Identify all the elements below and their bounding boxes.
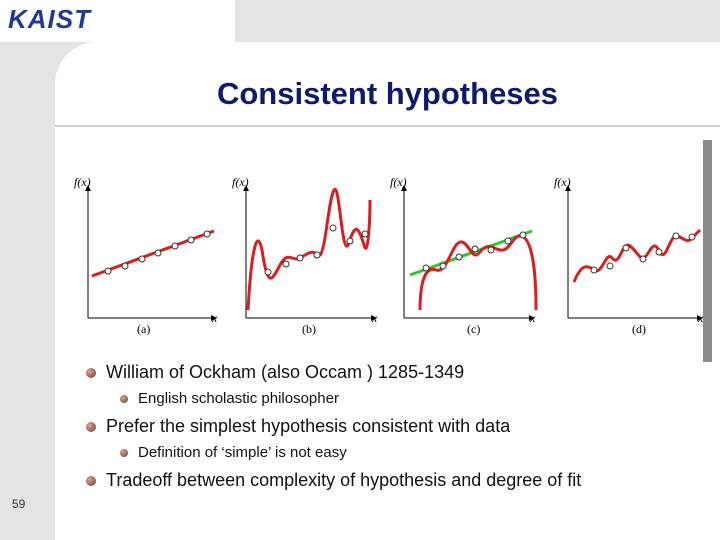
- bullet-marker: [86, 422, 96, 432]
- panel-a: [85, 185, 217, 321]
- slide-title: Consistent hypotheses: [216, 76, 559, 111]
- bullet-marker: [120, 395, 128, 403]
- panel-caption: (b): [302, 322, 316, 336]
- panel-c: [401, 185, 538, 321]
- bullet-text: Prefer the simplest hypothesis consisten…: [106, 416, 511, 436]
- bullet-marker: [120, 449, 128, 457]
- x-axis-label: x: [211, 311, 218, 325]
- x-axis-label: x: [697, 311, 704, 325]
- panel-caption: (a): [137, 322, 150, 336]
- y-axis-label: f(x): [232, 175, 249, 189]
- title-rule: [55, 125, 720, 127]
- bullet-text: Definition of ‘simple’ is not easy: [138, 444, 347, 461]
- y-axis-label: f(x): [74, 175, 91, 189]
- logo-area: KAIST: [0, 0, 235, 42]
- page-number: 59: [12, 497, 26, 511]
- logo: KAIST: [8, 4, 91, 34]
- x-axis-label: x: [529, 311, 536, 325]
- bullet-marker: [86, 476, 96, 486]
- y-axis-label: f(x): [390, 175, 407, 189]
- x-axis-label: x: [371, 311, 378, 325]
- bullet-text: English scholastic philosopher: [138, 390, 339, 407]
- scroll-bar: [703, 140, 712, 362]
- bullet-text: William of Ockham (also Occam ) 1285-134…: [106, 362, 465, 382]
- panel-caption: (d): [632, 322, 646, 336]
- bullet-text: Tradeoff between complexity of hypothesi…: [106, 470, 582, 490]
- y-axis-label: f(x): [554, 175, 571, 189]
- panel-b: [243, 185, 377, 321]
- bullet-marker: [86, 368, 96, 378]
- panel-caption: (c): [467, 322, 480, 336]
- panel-d: [565, 185, 703, 321]
